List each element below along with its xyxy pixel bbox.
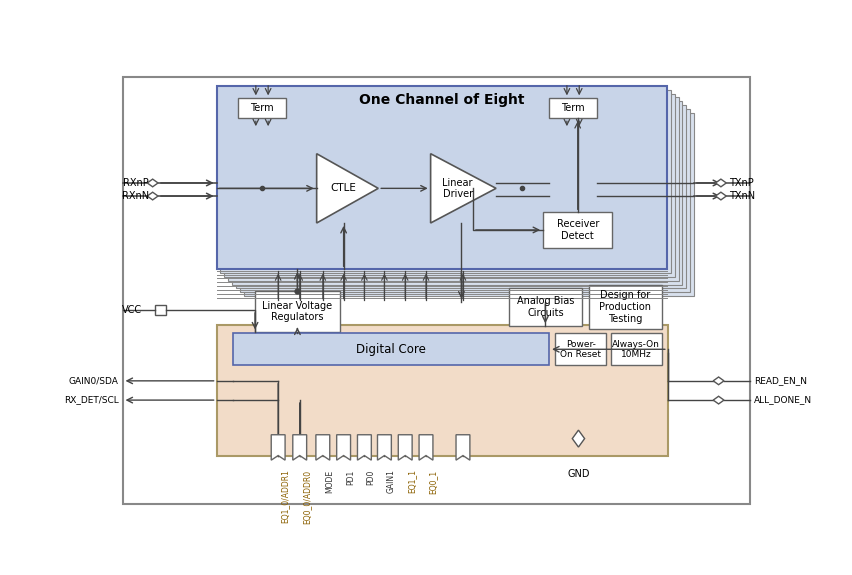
Bar <box>543 212 612 248</box>
Bar <box>243 113 694 296</box>
Text: Always-On
10MHz: Always-On 10MHz <box>612 340 659 359</box>
Polygon shape <box>430 154 496 223</box>
Text: Linear Voltage
Regulators: Linear Voltage Regulators <box>262 301 332 323</box>
Polygon shape <box>715 179 725 187</box>
Polygon shape <box>337 435 350 460</box>
Bar <box>224 94 674 277</box>
Polygon shape <box>292 435 306 460</box>
Bar <box>549 98 596 118</box>
Polygon shape <box>271 435 285 460</box>
Bar <box>227 98 677 281</box>
Polygon shape <box>572 430 584 447</box>
Text: GAIN0/SDA: GAIN0/SDA <box>69 377 118 385</box>
Text: PD1: PD1 <box>346 469 354 485</box>
Text: VCC: VCC <box>122 305 141 315</box>
Text: EQ1_1: EQ1_1 <box>407 469 416 493</box>
Bar <box>233 333 549 366</box>
Polygon shape <box>315 435 330 460</box>
Bar <box>238 98 285 118</box>
Bar <box>216 86 666 269</box>
Bar <box>216 325 667 455</box>
Bar <box>610 333 661 366</box>
Polygon shape <box>456 435 469 460</box>
Text: One Channel of Eight: One Channel of Eight <box>359 93 524 107</box>
Bar <box>239 109 689 292</box>
Bar <box>555 333 606 366</box>
Bar <box>589 285 661 329</box>
Polygon shape <box>712 377 723 385</box>
Text: TXnN: TXnN <box>728 191 754 201</box>
Polygon shape <box>316 154 377 223</box>
Polygon shape <box>147 179 158 187</box>
Text: EQ0_1: EQ0_1 <box>428 469 437 493</box>
Text: Design for
Production
Testing: Design for Production Testing <box>599 290 651 324</box>
Polygon shape <box>377 435 391 460</box>
Text: Term: Term <box>250 104 273 113</box>
Text: EQ1_0/ADDR1: EQ1_0/ADDR1 <box>280 469 289 523</box>
Polygon shape <box>712 396 723 404</box>
Text: Linear
Driver: Linear Driver <box>442 178 472 199</box>
Bar <box>235 105 686 289</box>
Text: CTLE: CTLE <box>331 183 356 193</box>
Text: PD0: PD0 <box>366 469 375 485</box>
Text: TXnP: TXnP <box>728 178 752 188</box>
Text: GAIN1: GAIN1 <box>386 469 395 493</box>
Text: RXnP: RXnP <box>123 178 148 188</box>
Bar <box>232 101 682 285</box>
Polygon shape <box>398 435 412 460</box>
Bar <box>509 288 581 326</box>
Polygon shape <box>147 192 158 200</box>
Text: Receiver
Detect: Receiver Detect <box>556 219 598 241</box>
Text: Power-
On Reset: Power- On Reset <box>560 340 601 359</box>
Polygon shape <box>357 435 371 460</box>
Text: Term: Term <box>561 104 584 113</box>
Text: READ_EN_N: READ_EN_N <box>753 377 806 385</box>
Text: RXnN: RXnN <box>122 191 148 201</box>
Polygon shape <box>715 192 725 200</box>
Text: EQ0_0/ADDR0: EQ0_0/ADDR0 <box>302 469 311 523</box>
Polygon shape <box>418 435 433 460</box>
Text: Digital Core: Digital Core <box>356 343 426 356</box>
Bar <box>220 90 670 273</box>
Text: ALL_DONE_N: ALL_DONE_N <box>753 396 811 405</box>
Text: GND: GND <box>567 469 589 480</box>
Bar <box>255 291 339 332</box>
Text: Analog Bias
Circuits: Analog Bias Circuits <box>516 296 573 318</box>
Text: MODE: MODE <box>325 469 334 493</box>
Text: RX_DET/SCL: RX_DET/SCL <box>64 396 118 405</box>
Bar <box>155 305 165 316</box>
